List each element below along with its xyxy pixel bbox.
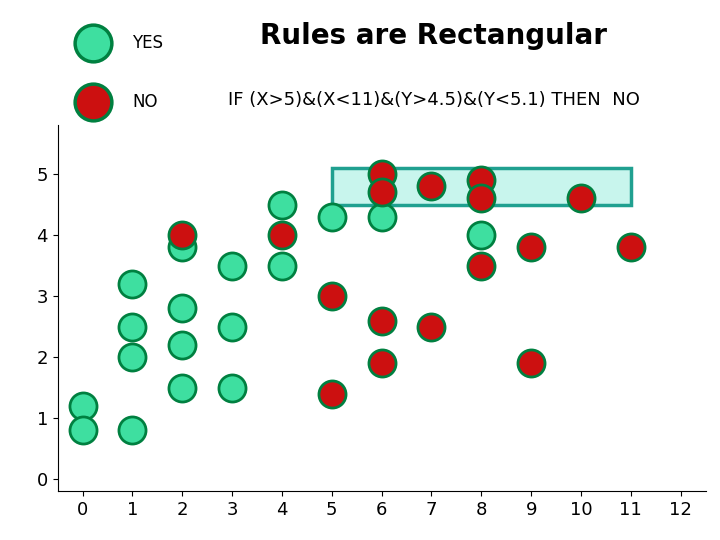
Point bbox=[276, 200, 288, 209]
Text: Rules are Rectangular: Rules are Rectangular bbox=[260, 22, 607, 50]
Point bbox=[226, 261, 238, 270]
Point bbox=[376, 316, 387, 325]
Point bbox=[475, 194, 487, 203]
Point bbox=[326, 292, 338, 300]
Point bbox=[575, 194, 587, 203]
Point bbox=[88, 38, 99, 47]
Point bbox=[326, 389, 338, 398]
Point bbox=[88, 98, 99, 107]
Point bbox=[475, 231, 487, 239]
Point bbox=[77, 402, 89, 410]
Point bbox=[376, 188, 387, 197]
Point bbox=[376, 359, 387, 368]
Point bbox=[176, 383, 188, 392]
Point bbox=[526, 359, 537, 368]
Point bbox=[376, 212, 387, 221]
Text: NO: NO bbox=[132, 93, 158, 111]
Point bbox=[176, 304, 188, 313]
Text: IF (X>5)&(X<11)&(Y>4.5)&(Y<5.1) THEN  NO: IF (X>5)&(X<11)&(Y>4.5)&(Y<5.1) THEN NO bbox=[228, 91, 639, 109]
Point bbox=[127, 322, 138, 331]
Point bbox=[426, 322, 437, 331]
Point bbox=[127, 280, 138, 288]
Point bbox=[127, 426, 138, 435]
Point bbox=[276, 231, 288, 239]
Point bbox=[176, 231, 188, 239]
Point bbox=[475, 261, 487, 270]
Point bbox=[176, 341, 188, 349]
Point bbox=[426, 182, 437, 191]
Point bbox=[475, 176, 487, 185]
Point bbox=[127, 353, 138, 361]
Point bbox=[276, 261, 288, 270]
Point bbox=[226, 383, 238, 392]
Point bbox=[77, 426, 89, 435]
Point bbox=[226, 322, 238, 331]
Point bbox=[376, 170, 387, 178]
Point bbox=[326, 212, 338, 221]
Point bbox=[176, 243, 188, 252]
Bar bbox=[332, 168, 631, 205]
Point bbox=[625, 243, 636, 252]
Text: YES: YES bbox=[132, 34, 163, 52]
Point bbox=[526, 243, 537, 252]
